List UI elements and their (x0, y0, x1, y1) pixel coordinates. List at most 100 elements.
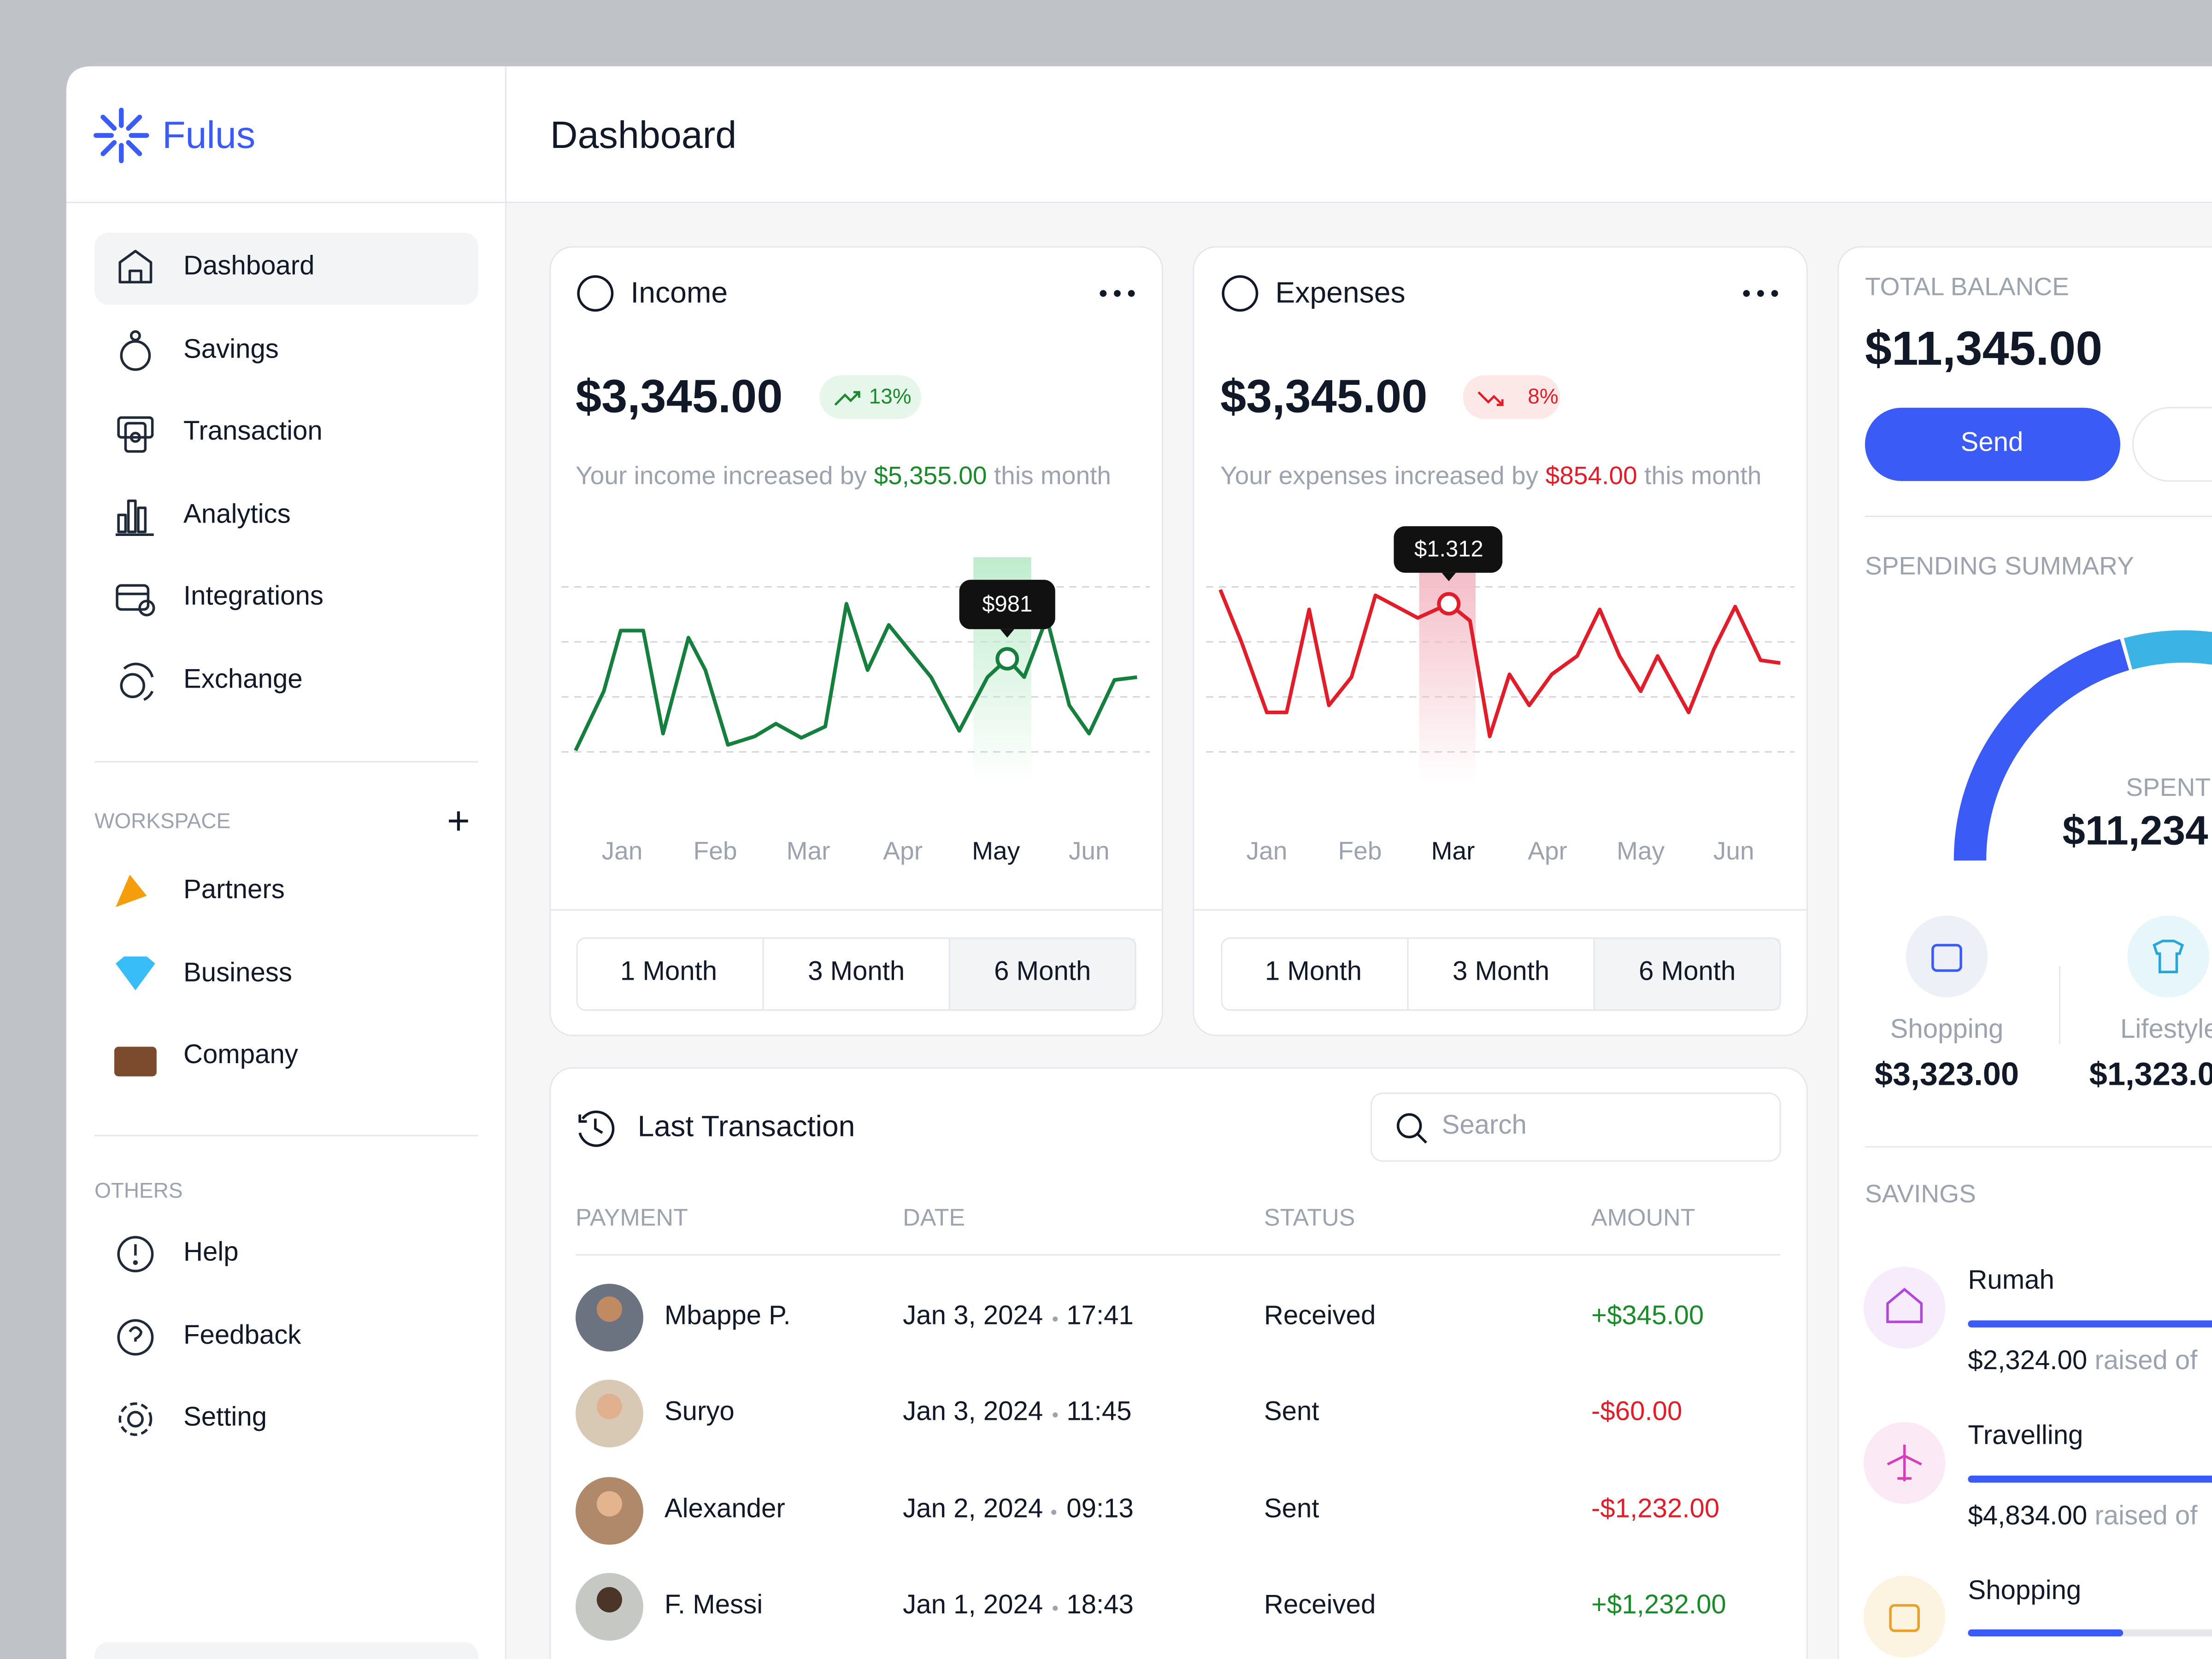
expenses-line (1218, 589, 1781, 738)
secondary-button[interactable] (2132, 407, 2212, 482)
amount: +$345.00 (1591, 1301, 1704, 1331)
note-value: $5,355.00 (874, 461, 987, 490)
progress-bar (1968, 1476, 2212, 1483)
progress-bar (1968, 1320, 2212, 1328)
tab[interactable]: 3 Month (1453, 957, 1550, 987)
tooltip: $1.312 (1414, 538, 1483, 562)
page-title: Dashboard (550, 114, 737, 157)
up-arrow (834, 391, 860, 406)
amount: $3,345.00 (1220, 370, 1428, 422)
section-title: SAVINGS (1865, 1179, 1976, 1208)
tab-active-bg (1594, 938, 1781, 1010)
shopping-icon (1931, 944, 1962, 972)
date: Jan 2, 2024 (903, 1494, 1043, 1524)
saving-amount: $4,834.00 (1968, 1501, 2088, 1532)
lifestyle-icon (2153, 940, 2184, 973)
lifestyle-icon-bg (2127, 915, 2209, 998)
nav-active-bg (94, 233, 478, 305)
nav-item[interactable]: Transaction (183, 417, 323, 447)
card-title: Expenses (1275, 277, 1406, 310)
grid-lines (561, 586, 1794, 753)
nav-item[interactable]: Feedback (183, 1321, 301, 1351)
payer: Alexander (664, 1494, 785, 1524)
search-placeholder[interactable]: Search (1441, 1111, 1527, 1141)
nav-item[interactable]: Savings (183, 335, 279, 365)
tab[interactable]: 3 Month (808, 957, 905, 987)
status: Received (1264, 1590, 1376, 1621)
saving-raised: raised of (2094, 1347, 2198, 1377)
saving-progress: $2,324.00 raised of (1968, 1347, 2197, 1379)
sidebar-footer (94, 1642, 478, 1659)
saving-name: Rumah (1968, 1266, 2054, 1296)
saving-icon (1887, 1444, 1922, 1482)
change: 13% (869, 385, 912, 409)
menu-dots (1100, 290, 1135, 297)
nav-item[interactable]: Partners (183, 875, 285, 906)
business-icon (116, 956, 155, 990)
tabs (1221, 937, 1781, 1011)
month-label: Apr (1528, 836, 1568, 865)
avatars (575, 1283, 643, 1641)
time: 18:43 (1066, 1590, 1134, 1621)
tooltip: $981 (982, 593, 1033, 617)
payer: Mbappe P. (664, 1301, 791, 1331)
search-box[interactable] (1370, 1092, 1781, 1162)
search-icon (1396, 1113, 1422, 1139)
card-title: Income (630, 277, 728, 310)
balance-amount: $11,345.00 (1865, 322, 2103, 377)
month-label: Jun (1068, 836, 1110, 865)
section-title: SPENDING SUMMARY (1865, 552, 2134, 580)
tab[interactable]: 6 Month (994, 957, 1091, 987)
nav-item[interactable]: Setting (183, 1403, 267, 1433)
change-badge (819, 375, 921, 419)
income-icon (577, 275, 614, 312)
tabs (576, 937, 1136, 1011)
payer: Suryo (664, 1397, 735, 1427)
tab[interactable]: 1 Month (1265, 957, 1362, 987)
tooltip-bg (959, 580, 1055, 629)
transaction-card (549, 1067, 1808, 1659)
column-header: PAYMENT (575, 1204, 688, 1231)
change-badge (1463, 375, 1560, 419)
month-label: Mar (786, 836, 830, 865)
month-label: Jan (1246, 836, 1288, 865)
tab[interactable]: 6 Month (1639, 957, 1736, 987)
tooltip-pointer (1000, 629, 1015, 638)
nav-item[interactable]: Help (183, 1238, 239, 1268)
nav-item[interactable]: Exchange (183, 665, 303, 695)
partners-icon (116, 874, 147, 907)
nav-item[interactable]: Integrations (183, 582, 324, 612)
column-header: STATUS (1264, 1204, 1355, 1231)
nav-item[interactable]: Analytics (183, 500, 291, 530)
saving-icon (1889, 1604, 1920, 1632)
nav-item[interactable]: Company (183, 1040, 298, 1071)
send-label[interactable]: Send (1960, 428, 2024, 458)
card-title: Last Transaction (637, 1111, 855, 1143)
search-icon (1417, 1133, 1427, 1144)
month-label: Jan (601, 836, 643, 865)
nav-item[interactable]: Dashboard (183, 252, 315, 282)
saving-icon-bg (1863, 1266, 1946, 1349)
month-label: May (972, 836, 1020, 865)
amount: +$1,232.00 (1591, 1590, 1726, 1621)
separator-dots (1051, 1316, 1058, 1611)
tab[interactable]: 1 Month (620, 957, 718, 987)
date: Jan 3, 2024 (903, 1397, 1043, 1427)
history-icon (578, 1110, 615, 1147)
add-button[interactable]: + (447, 799, 470, 843)
saving-icon-bg (1863, 1576, 1946, 1658)
nav-item[interactable]: Business (183, 959, 293, 988)
amount: -$1,232.00 (1591, 1494, 1720, 1524)
brand-name: Fulus (162, 114, 256, 157)
month-label: Mar (1431, 836, 1475, 865)
amount: $3,345.00 (575, 370, 783, 422)
column-header: DATE (903, 1204, 965, 1231)
send-button[interactable] (1865, 407, 2121, 481)
saving-icon (1886, 1288, 1923, 1324)
saving-name: Shopping (1968, 1577, 2082, 1606)
saving-amount: $2,324.00 (1968, 1347, 2088, 1377)
change: 8% (1528, 385, 1559, 409)
